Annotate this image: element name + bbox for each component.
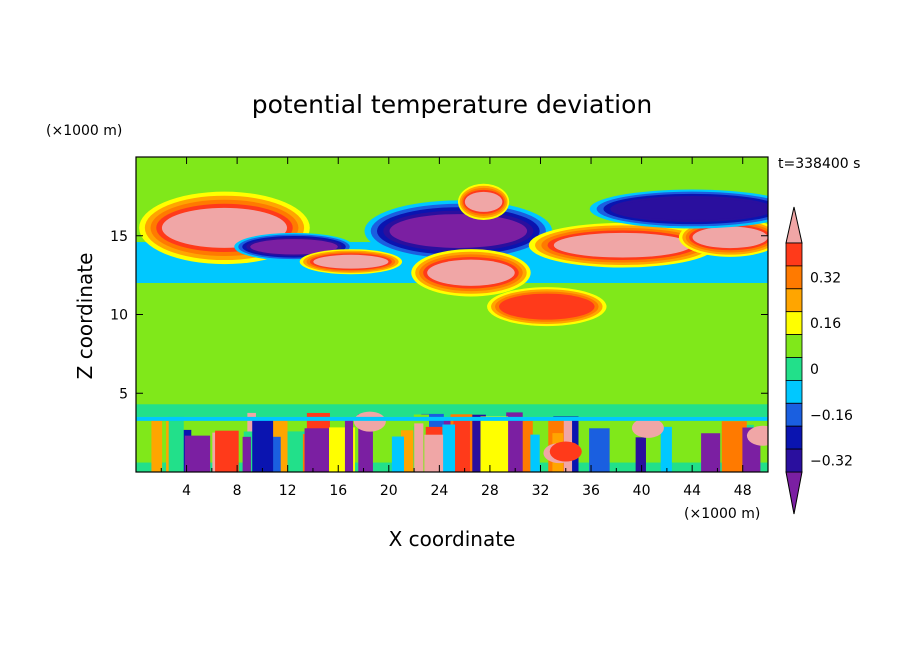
colorbar-segment (785, 357, 803, 381)
contour-blob (464, 191, 503, 212)
time-label: t=338400 s (778, 156, 860, 172)
boundary-layer-cell (304, 428, 332, 472)
y-tick-label: 15 (110, 229, 128, 245)
x-tick-label: 40 (633, 483, 651, 499)
boundary-layer-cell (442, 424, 456, 472)
contour-blob (631, 417, 664, 438)
contour-blob (692, 226, 768, 249)
boundary-layer-cell (424, 434, 444, 472)
colorbar-segment (785, 402, 803, 427)
x-unit-label: (×1000 m) (684, 506, 760, 522)
x-tick-label: 48 (734, 483, 752, 499)
boundary-layer-cell (530, 434, 540, 472)
boundary-layer-cell (635, 437, 646, 472)
plot-area (136, 157, 768, 472)
x-tick-label: 36 (582, 483, 600, 499)
field-band (262, 333, 642, 362)
boundary-layer-cell (215, 430, 239, 472)
colorbar-tick-label: −0.32 (810, 454, 853, 470)
colorbar-tick-label: 0.32 (810, 270, 841, 286)
x-tick-label: 28 (481, 483, 499, 499)
contour-blob (313, 254, 389, 269)
x-tick-label: 16 (329, 483, 347, 499)
boundary-layer-cell (506, 412, 523, 472)
contour-blob (617, 198, 768, 220)
boundary-layer-cell (701, 433, 721, 472)
colorbar-segment (785, 334, 803, 358)
y-tick-label: 5 (119, 386, 128, 402)
field-band (136, 404, 768, 417)
boundary-layer-cell (184, 435, 211, 472)
colorbar-extend-low (785, 471, 803, 515)
field-band (136, 157, 768, 170)
boundary-layer-cell (660, 426, 672, 472)
boundary-layer-cell (252, 418, 274, 472)
x-tick-label: 24 (430, 483, 448, 499)
colorbar-segment (785, 425, 803, 450)
field-band (136, 416, 768, 421)
colorbar-segment (785, 311, 803, 336)
contour-blob (549, 441, 582, 462)
field-layer (136, 157, 768, 472)
x-tick-label: 32 (532, 483, 550, 499)
boundary-layer-cell (151, 419, 163, 472)
x-tick-label: 8 (233, 483, 242, 499)
y-unit-label: (×1000 m) (46, 123, 122, 139)
boundary-layer-cell (589, 428, 610, 472)
contour-blob (250, 239, 338, 255)
contour-blob (746, 425, 768, 446)
boundary-layer-cell (391, 436, 404, 472)
y-tick-label: 10 (110, 308, 128, 324)
contour-blob (503, 295, 591, 318)
boundary-layer-cell (453, 419, 470, 472)
boundary-layer-cell (168, 412, 184, 472)
y-axis: 5 10 15 (110, 229, 768, 402)
colorbar-segment (785, 288, 803, 313)
x-axis: 4 8 12 16 20 24 28 32 36 40 44 48 (160, 157, 752, 499)
chart-title: potential temperature deviation (252, 90, 652, 119)
x-tick-label: 12 (279, 483, 297, 499)
contour-blob (427, 259, 515, 286)
contour-blob (553, 232, 692, 258)
contour-blob (389, 214, 528, 248)
boundary-layer-cell (414, 423, 424, 472)
colorbar-tick-label: 0.16 (810, 316, 841, 332)
colorbar-segment (785, 379, 803, 404)
x-tick-label: 20 (380, 483, 398, 499)
colorbar-extend-high (785, 206, 803, 244)
x-tick-label: 44 (683, 483, 701, 499)
boundary-layer-cell (344, 418, 354, 472)
colorbar-segment (785, 242, 803, 267)
contour-blob (353, 411, 386, 432)
colorbar-tick-label: −0.16 (810, 408, 853, 424)
y-axis-label: Z coordinate (73, 253, 97, 380)
colorbar-segment (785, 265, 803, 290)
colorbar: −0.32 −0.16 0 0.16 0.32 (785, 206, 853, 515)
boundary-layer-cell (242, 436, 251, 472)
x-axis-label: X coordinate (389, 527, 516, 551)
colorbar-tick-label: 0 (810, 362, 819, 378)
boundary-layer-cell (480, 416, 509, 472)
x-tick-label: 4 (182, 483, 191, 499)
colorbar-segment (785, 448, 803, 473)
